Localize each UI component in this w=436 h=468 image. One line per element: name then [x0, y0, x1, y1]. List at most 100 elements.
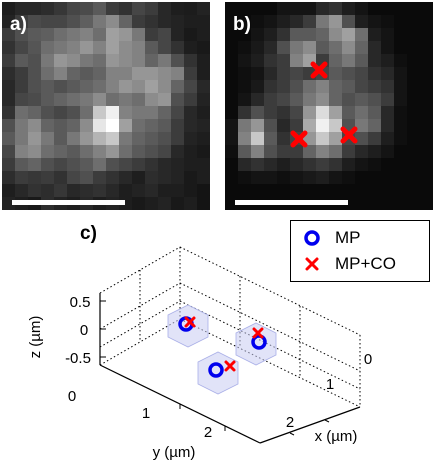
image-pixel [54, 145, 68, 159]
image-pixel [119, 15, 133, 29]
image-pixel [329, 15, 343, 29]
image-pixel [251, 132, 265, 146]
image-pixel [368, 54, 382, 68]
image-pixel [264, 171, 278, 185]
image-pixel [197, 106, 210, 120]
mpco-marker [184, 316, 196, 328]
image-pixel [93, 41, 107, 55]
image-pixel [394, 67, 408, 81]
image-pixel [329, 41, 343, 55]
image-pixel [394, 28, 408, 42]
image-pixel [264, 54, 278, 68]
image-pixel [251, 15, 265, 29]
image-pixel [420, 132, 433, 146]
image-pixel [368, 93, 382, 107]
image-pixel [329, 93, 343, 107]
image-pixel [93, 54, 107, 68]
image-pixel [93, 2, 107, 16]
image-pixel [2, 41, 16, 55]
image-pixel [41, 54, 55, 68]
image-pixel [381, 54, 395, 68]
image-pixel [80, 93, 94, 107]
image-pixel [303, 132, 317, 146]
image-pixel [277, 158, 291, 172]
image-pixel [329, 158, 343, 172]
image-pixel [41, 15, 55, 29]
image-pixel [238, 28, 252, 42]
image-pixel [184, 2, 198, 16]
image-pixel [67, 184, 81, 198]
image-pixel [407, 93, 421, 107]
image-pixel [316, 15, 330, 29]
image-pixel [2, 15, 16, 29]
image-pixel [15, 171, 29, 185]
image-pixel [290, 41, 304, 55]
image-pixel [28, 41, 42, 55]
image-pixel [145, 171, 159, 185]
image-pixel [342, 15, 356, 29]
image-pixel [238, 184, 252, 198]
image-pixel [184, 67, 198, 81]
image-pixel [355, 158, 369, 172]
image-pixel [238, 67, 252, 81]
image-pixel [158, 93, 172, 107]
image-pixel [225, 41, 239, 55]
image-pixel [303, 15, 317, 29]
image-pixel [407, 106, 421, 120]
image-pixel [420, 93, 433, 107]
image-pixel [394, 106, 408, 120]
image-pixel [238, 158, 252, 172]
image-pixel [303, 184, 317, 198]
legend-item-mp: MP [299, 227, 361, 249]
image-pixel [251, 119, 265, 133]
image-pixel [381, 119, 395, 133]
image-pixel [67, 119, 81, 133]
image-pixel [184, 119, 198, 133]
image-pixel [41, 106, 55, 120]
legend: MP MP+CO [290, 220, 430, 282]
image-pixel [264, 106, 278, 120]
image-pixel [316, 171, 330, 185]
image-pixel [80, 54, 94, 68]
image-pixel [54, 93, 68, 107]
image-pixel [93, 171, 107, 185]
image-pixel [93, 145, 107, 159]
image-pixel [80, 145, 94, 159]
image-pixel [41, 171, 55, 185]
image-pixel [225, 28, 239, 42]
z-tick-label: -0.5 [65, 350, 91, 367]
image-pixel [28, 93, 42, 107]
image-pixel [132, 67, 146, 81]
x-axis-label: x (µm) [315, 428, 358, 445]
x-tick-label: 0 [364, 351, 372, 368]
image-pixel [197, 119, 210, 133]
image-pixel [119, 171, 133, 185]
image-pixel [54, 132, 68, 146]
image-panel-b: b) [225, 2, 433, 210]
image-pixel [420, 15, 433, 29]
image-pixel [158, 158, 172, 172]
image-pixel [132, 145, 146, 159]
image-pixel [15, 158, 29, 172]
image-pixel [41, 41, 55, 55]
image-pixel [277, 184, 291, 198]
x-tick-label: 2 [286, 414, 294, 431]
image-pixel [2, 145, 16, 159]
image-pixel [171, 132, 185, 146]
image-pixel [394, 93, 408, 107]
image-pixel [277, 54, 291, 68]
image-pixel [158, 145, 172, 159]
image-pixel [28, 132, 42, 146]
image-pixel [106, 106, 120, 120]
image-pixel [381, 2, 395, 16]
scale-bar-a [12, 200, 125, 205]
image-pixel [394, 119, 408, 133]
image-pixel [93, 15, 107, 29]
image-pixel [67, 67, 81, 81]
image-pixel [238, 54, 252, 68]
image-pixel [67, 41, 81, 55]
image-pixel [2, 171, 16, 185]
image-pixel [132, 158, 146, 172]
image-pixel [420, 54, 433, 68]
image-pixel [15, 67, 29, 81]
